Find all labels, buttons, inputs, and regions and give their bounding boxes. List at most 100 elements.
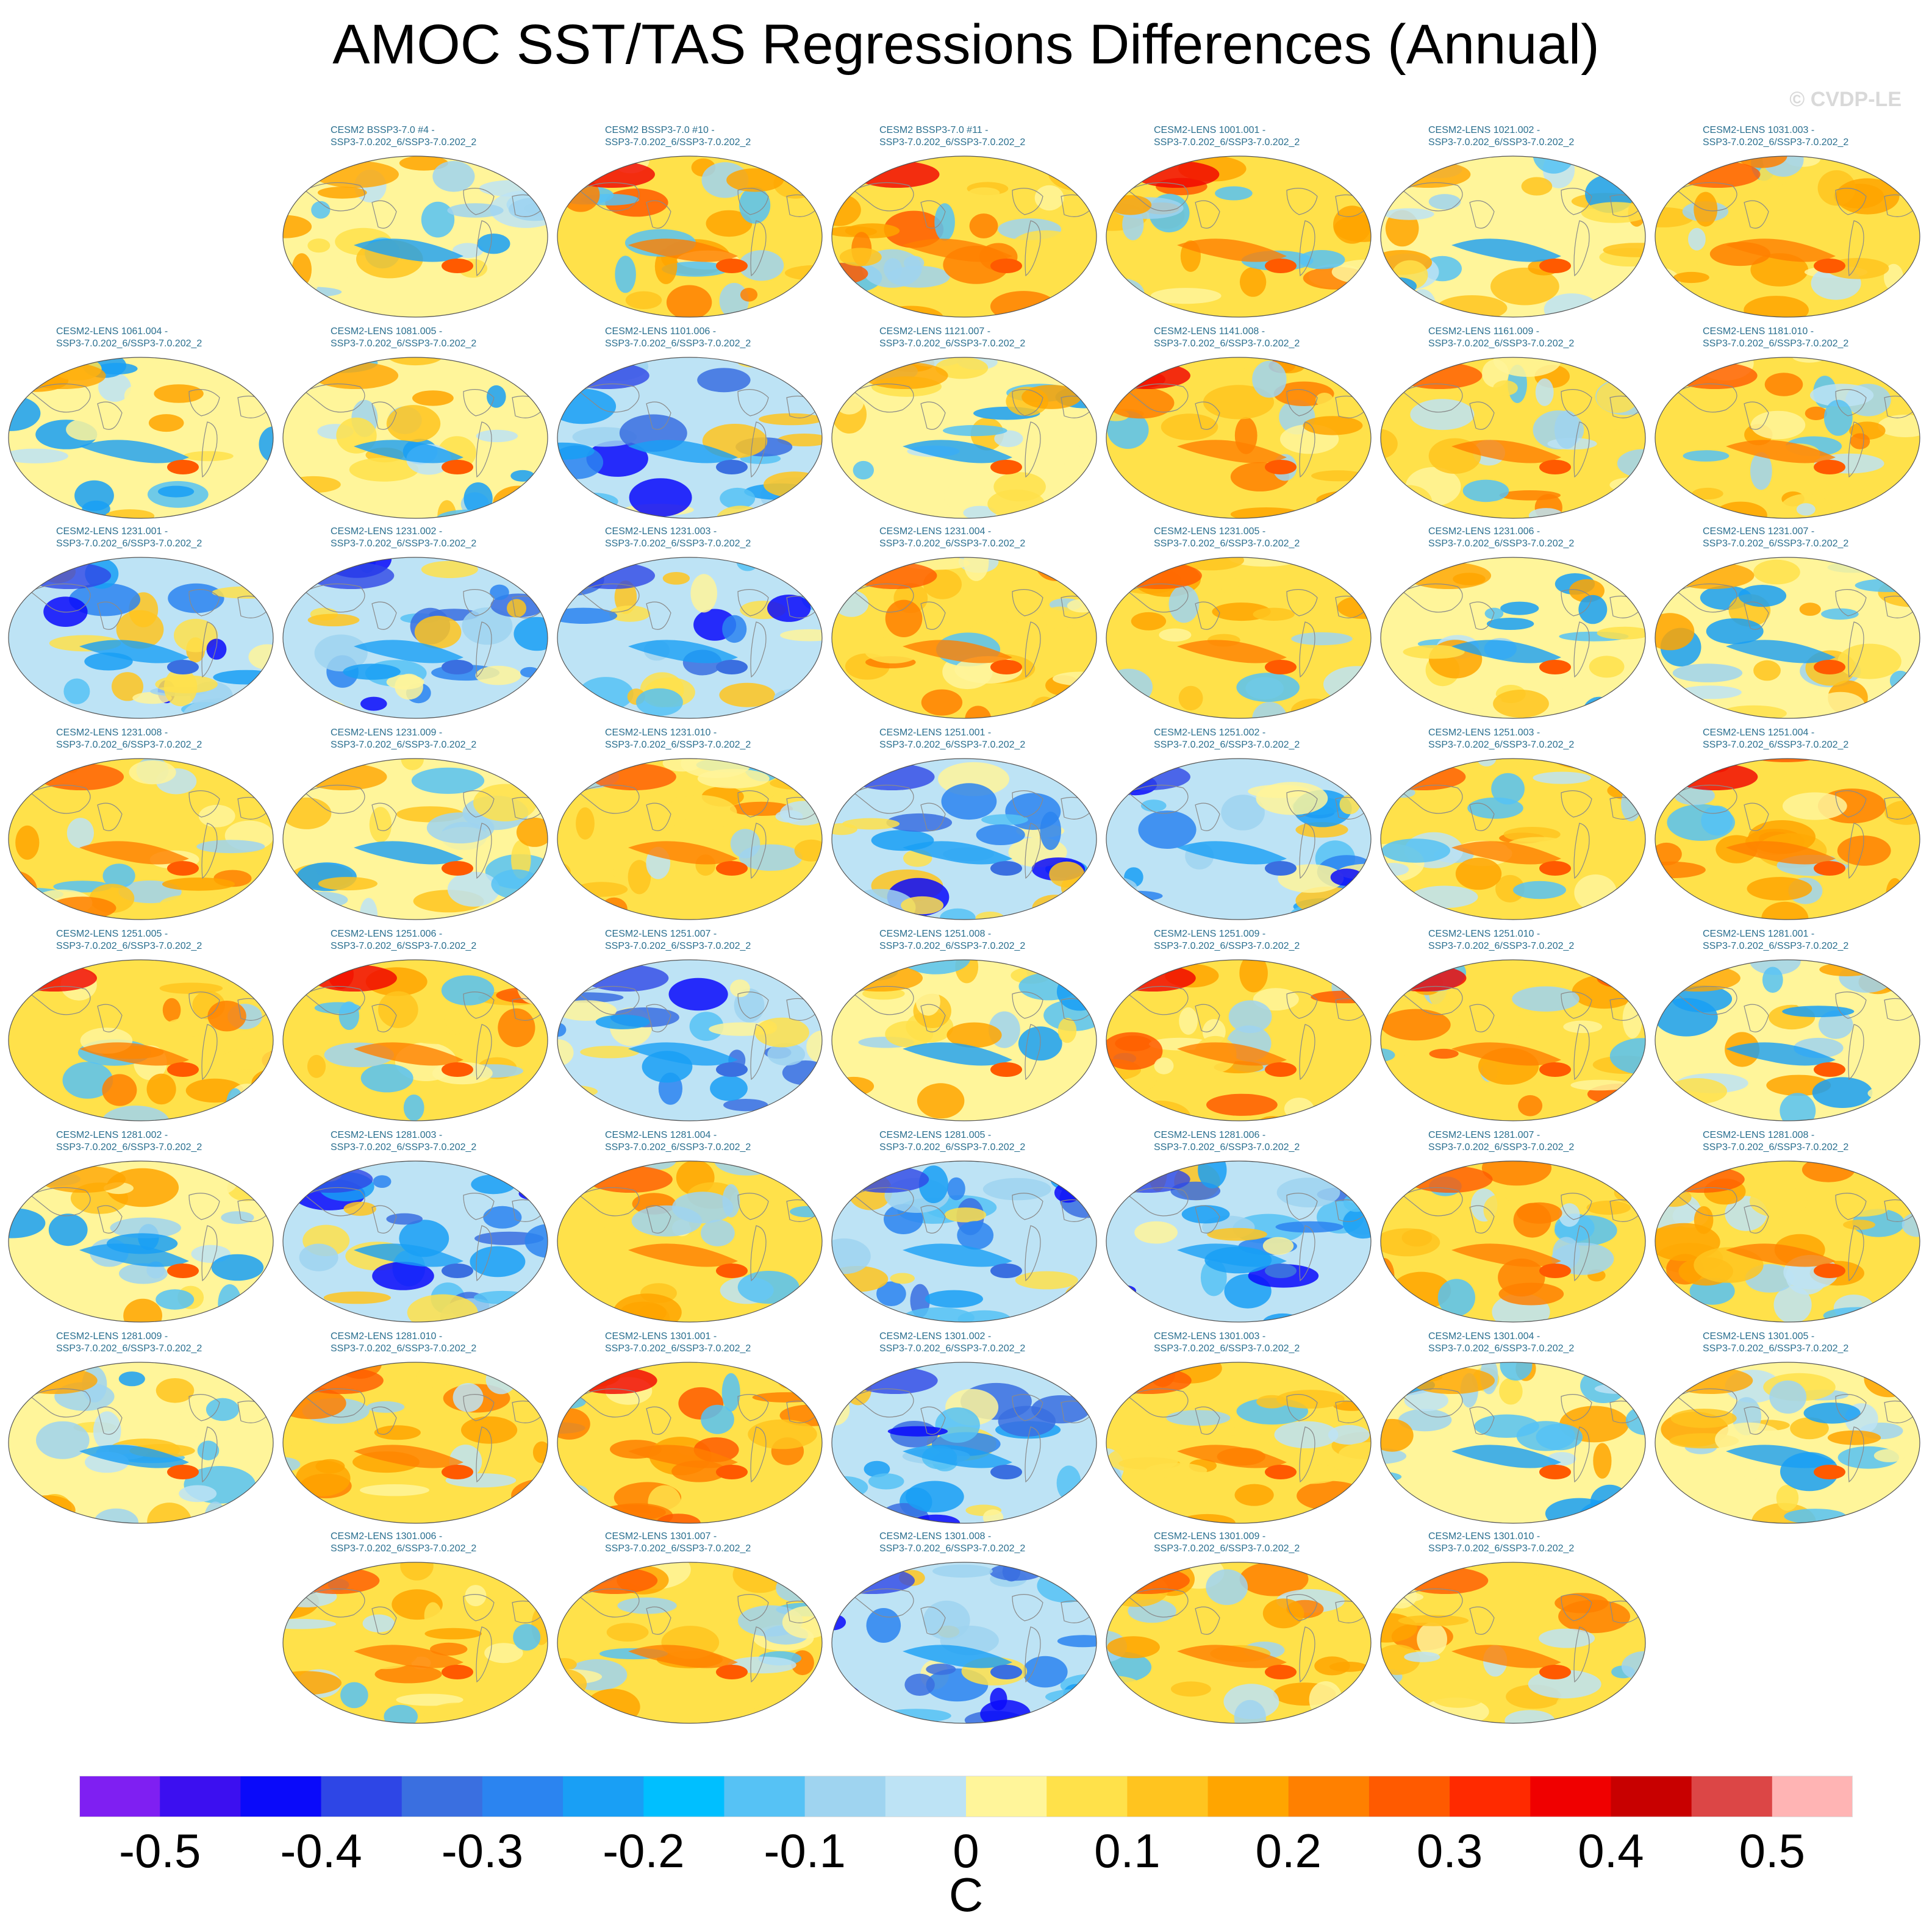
field-anomaly-blob <box>1475 1024 1532 1038</box>
field-anomaly-blob <box>864 1460 890 1478</box>
map-panel-title: CESM2-LENS 1231.004 - SSP3-7.0.202_6/SSP3… <box>879 526 1025 550</box>
map-panel-title: CESM2-LENS 1301.001 - SSP3-7.0.202_6/SSP3… <box>605 1331 751 1355</box>
field-background <box>283 156 548 317</box>
field-pacific-core <box>716 259 748 273</box>
field-anomaly-blob <box>463 513 503 518</box>
map-panel: CESM2-LENS 1161.009 - SSP3-7.0.202_6/SSP3… <box>1378 326 1648 521</box>
field-pacific-tongue <box>903 1243 1012 1267</box>
field-anomaly-blob <box>1678 685 1742 699</box>
map-panel-title-line1: CESM2-LENS 1301.005 - <box>1703 1331 1815 1342</box>
field-pacific-core <box>990 1263 1022 1278</box>
field-anomaly-blob <box>701 1404 734 1434</box>
field-anomaly-blob <box>1330 868 1364 886</box>
field-anomaly-blob <box>656 1514 701 1523</box>
coastline <box>304 1588 543 1683</box>
field-anomaly-blob <box>1381 892 1422 920</box>
map-field <box>1655 557 1920 719</box>
coastline <box>1401 182 1641 277</box>
field-pacific-core <box>1814 460 1845 474</box>
field-anomaly-blob <box>1533 156 1575 174</box>
field-anomaly-blob <box>1882 557 1920 574</box>
map-panel-title-line2: SSP3-7.0.202_6/SSP3-7.0.202_2 <box>1154 538 1300 549</box>
map-panel-title-line1: CESM2-LENS 1231.008 - <box>56 727 168 738</box>
field-anomaly-blob <box>232 1109 263 1121</box>
field-anomaly-blob <box>1889 670 1911 691</box>
field-anomaly-blob <box>1769 1380 1807 1414</box>
field-anomaly-blob <box>560 1484 589 1500</box>
field-anomaly-blob <box>994 430 1023 448</box>
field-anomaly-blob <box>864 637 923 663</box>
field-anomaly-blob <box>1357 481 1371 493</box>
field-pacific-tongue <box>1726 1445 1836 1468</box>
coastline <box>29 583 269 678</box>
map-outline <box>1655 1362 1920 1524</box>
coastline <box>1676 383 1916 478</box>
map-field <box>831 1562 1097 1724</box>
field-anomaly-blob <box>1673 271 1709 284</box>
map-outline <box>557 1562 823 1724</box>
field-anomaly-blob <box>307 613 360 627</box>
map-field <box>1106 758 1372 920</box>
field-anomaly-blob <box>595 1014 650 1029</box>
map-panel-title-line2: SSP3-7.0.202_6/SSP3-7.0.202_2 <box>1154 137 1300 148</box>
map-panel-title-line1: CESM2-LENS 1251.005 - <box>56 929 168 939</box>
field-pacific-tongue <box>1726 640 1836 663</box>
field-anomaly-blob <box>337 784 363 811</box>
field-pacific-tongue <box>354 440 463 463</box>
field-anomaly-blob <box>1276 1178 1340 1207</box>
field-anomaly-blob <box>1593 1443 1612 1479</box>
field-anomaly-blob <box>926 1664 956 1675</box>
field-anomaly-blob <box>183 451 234 462</box>
field-anomaly-blob <box>1491 773 1525 805</box>
map-field <box>282 1362 548 1524</box>
field-anomaly-blob <box>160 895 223 913</box>
field-north-feature <box>590 763 676 790</box>
colorbar-segment <box>321 1776 402 1817</box>
field-anomaly-blob <box>1589 656 1625 678</box>
colorbar-segment <box>1450 1776 1531 1817</box>
field-anomaly-blob <box>1803 1403 1861 1424</box>
field-anomaly-blob <box>1512 986 1580 1012</box>
field-anomaly-blob <box>1295 822 1348 838</box>
field-pacific-core <box>1814 660 1845 674</box>
field-north-feature <box>571 1367 657 1394</box>
field-anomaly-blob <box>557 371 582 387</box>
field-anomaly-blob <box>283 1457 301 1472</box>
colorbar-segment <box>1772 1776 1853 1817</box>
map-outline <box>1106 1562 1372 1724</box>
field-anomaly-blob <box>946 1022 1002 1048</box>
field-anomaly-blob <box>557 557 586 590</box>
map-field <box>831 155 1097 318</box>
coastline <box>29 1388 269 1483</box>
map-outline <box>8 1160 274 1323</box>
field-pacific-core <box>167 660 199 674</box>
field-anomaly-blob <box>832 1238 871 1274</box>
field-anomaly-blob <box>1880 960 1900 974</box>
coastline <box>1676 985 1916 1081</box>
field-anomaly-blob <box>1855 579 1920 592</box>
map-panel-title-line2: SSP3-7.0.202_6/SSP3-7.0.202_2 <box>1428 1543 1575 1554</box>
field-anomaly-blob <box>1236 673 1300 702</box>
map-panel-title-line2: SSP3-7.0.202_6/SSP3-7.0.202_2 <box>605 338 751 349</box>
map-panel-title-line1: CESM2-LENS 1281.004 - <box>605 1130 717 1140</box>
field-anomaly-blob <box>163 668 198 707</box>
field-anomaly-blob <box>1868 298 1898 317</box>
map-panel-title-line2: SSP3-7.0.202_6/SSP3-7.0.202_2 <box>1428 338 1575 349</box>
coastline <box>578 784 818 879</box>
coastline <box>578 383 818 478</box>
map-panel-title: CESM2-LENS 1281.001 - SSP3-7.0.202_6/SSP3… <box>1703 928 1848 952</box>
colorbar-segment <box>1208 1776 1289 1817</box>
field-pacific-core <box>1265 259 1297 273</box>
map-outline <box>1106 155 1372 318</box>
coastline <box>1401 1588 1641 1683</box>
field-anomaly-blob <box>1749 1185 1808 1218</box>
field-anomaly-blob <box>1056 1465 1081 1501</box>
map-panel-title: CESM2-LENS 1281.003 - SSP3-7.0.202_6/SSP3… <box>331 1129 476 1154</box>
map-panel-title-line1: CESM2-LENS 1251.002 - <box>1154 727 1266 738</box>
field-anomaly-blob <box>48 896 116 920</box>
coastline <box>1127 383 1367 478</box>
map-panel-title-line2: SSP3-7.0.202_6/SSP3-7.0.202_2 <box>331 941 477 951</box>
map-panel: CESM2-LENS 1281.010 - SSP3-7.0.202_6/SSP3… <box>281 1331 550 1526</box>
field-anomaly-blob <box>617 1597 677 1614</box>
field-anomaly-blob <box>9 557 49 587</box>
